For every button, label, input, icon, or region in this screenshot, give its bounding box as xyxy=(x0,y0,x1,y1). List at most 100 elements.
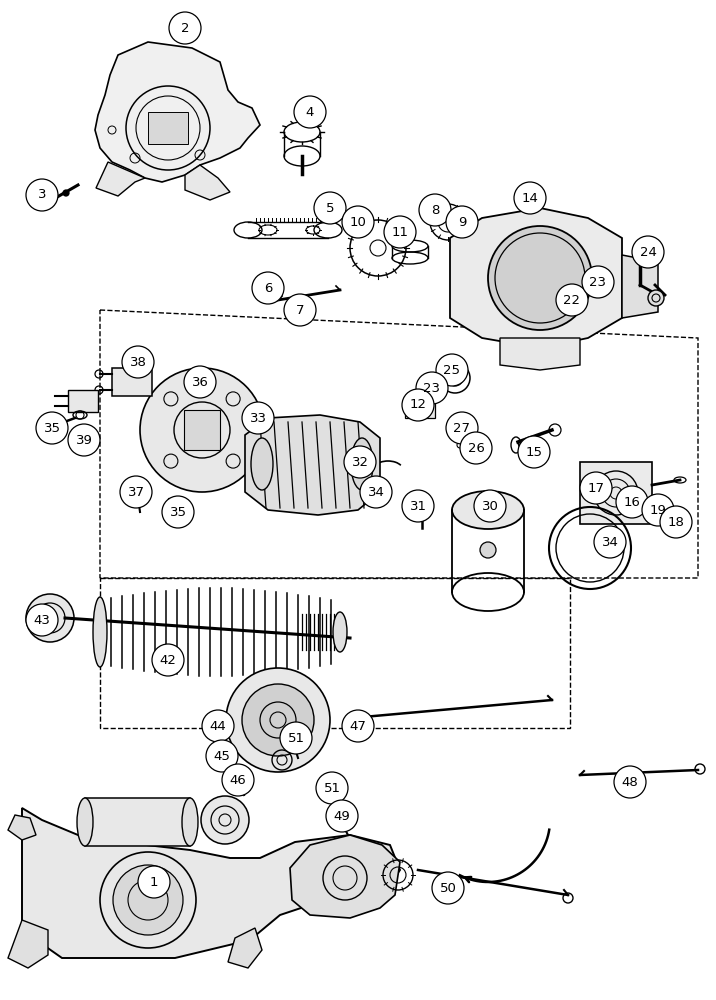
Circle shape xyxy=(202,710,234,742)
Polygon shape xyxy=(185,165,230,200)
Text: 51: 51 xyxy=(324,782,341,794)
Circle shape xyxy=(342,206,374,238)
Circle shape xyxy=(284,294,316,326)
Circle shape xyxy=(488,226,592,330)
Circle shape xyxy=(162,496,194,528)
Circle shape xyxy=(242,684,314,756)
Circle shape xyxy=(360,476,392,508)
Text: 43: 43 xyxy=(34,613,50,626)
Circle shape xyxy=(460,432,492,464)
Text: 51: 51 xyxy=(288,732,304,744)
Text: 2: 2 xyxy=(180,21,189,34)
Circle shape xyxy=(514,182,546,214)
Circle shape xyxy=(432,872,464,904)
Polygon shape xyxy=(8,815,36,840)
Circle shape xyxy=(138,866,170,898)
Circle shape xyxy=(642,494,674,526)
Polygon shape xyxy=(622,255,658,318)
Circle shape xyxy=(446,206,478,238)
Circle shape xyxy=(648,290,664,306)
Circle shape xyxy=(474,490,506,522)
Circle shape xyxy=(632,236,664,268)
Polygon shape xyxy=(228,928,262,968)
Text: 48: 48 xyxy=(621,776,639,788)
Circle shape xyxy=(280,722,312,754)
Text: 38: 38 xyxy=(130,356,147,368)
Text: 47: 47 xyxy=(349,720,367,732)
Circle shape xyxy=(113,865,183,935)
Circle shape xyxy=(252,272,284,304)
Ellipse shape xyxy=(452,491,524,529)
Ellipse shape xyxy=(182,798,198,846)
Circle shape xyxy=(63,190,69,196)
Text: 15: 15 xyxy=(526,446,543,458)
Text: 24: 24 xyxy=(639,245,657,258)
Text: 33: 33 xyxy=(249,412,266,424)
Text: 50: 50 xyxy=(440,882,456,894)
Circle shape xyxy=(26,594,74,642)
Circle shape xyxy=(201,796,249,844)
Circle shape xyxy=(594,526,626,558)
Circle shape xyxy=(326,800,358,832)
Polygon shape xyxy=(405,402,435,418)
Polygon shape xyxy=(245,415,380,515)
Circle shape xyxy=(26,179,58,211)
Text: 3: 3 xyxy=(38,188,47,202)
Circle shape xyxy=(242,402,274,434)
Text: 39: 39 xyxy=(76,434,92,446)
Circle shape xyxy=(120,476,152,508)
Polygon shape xyxy=(148,112,188,144)
Polygon shape xyxy=(95,42,260,182)
Circle shape xyxy=(344,446,376,478)
Bar xyxy=(112,368,152,396)
Text: 36: 36 xyxy=(192,375,208,388)
Circle shape xyxy=(446,412,478,444)
Circle shape xyxy=(294,96,326,128)
Circle shape xyxy=(342,710,374,742)
Text: 26: 26 xyxy=(468,442,485,454)
Text: 7: 7 xyxy=(296,304,304,316)
Text: 25: 25 xyxy=(443,363,460,376)
Circle shape xyxy=(436,354,468,386)
Text: 35: 35 xyxy=(44,422,60,434)
Text: 37: 37 xyxy=(127,486,145,498)
Polygon shape xyxy=(450,208,622,348)
Text: 30: 30 xyxy=(482,499,498,512)
Circle shape xyxy=(316,772,348,804)
Text: 34: 34 xyxy=(367,486,384,498)
Ellipse shape xyxy=(351,438,373,490)
Text: 17: 17 xyxy=(588,482,604,494)
Text: 44: 44 xyxy=(210,720,226,732)
Ellipse shape xyxy=(251,438,273,490)
Circle shape xyxy=(152,644,184,676)
Circle shape xyxy=(582,266,614,298)
Text: 9: 9 xyxy=(458,216,466,229)
Ellipse shape xyxy=(93,597,107,667)
Ellipse shape xyxy=(77,798,93,846)
Circle shape xyxy=(314,192,346,224)
Text: 23: 23 xyxy=(589,275,606,288)
Polygon shape xyxy=(500,338,580,370)
Circle shape xyxy=(518,436,550,468)
Circle shape xyxy=(402,389,434,421)
Polygon shape xyxy=(96,162,145,196)
Polygon shape xyxy=(290,835,400,918)
Circle shape xyxy=(419,194,451,226)
Circle shape xyxy=(222,764,254,796)
Text: 45: 45 xyxy=(213,750,231,762)
Circle shape xyxy=(416,372,448,404)
Circle shape xyxy=(480,542,496,558)
Circle shape xyxy=(140,368,264,492)
Circle shape xyxy=(402,490,434,522)
Ellipse shape xyxy=(333,612,347,652)
Text: 12: 12 xyxy=(410,398,427,412)
Text: 27: 27 xyxy=(453,422,470,434)
Text: 16: 16 xyxy=(624,495,640,508)
Circle shape xyxy=(122,346,154,378)
Circle shape xyxy=(260,273,270,283)
Text: 35: 35 xyxy=(170,506,186,518)
Polygon shape xyxy=(22,808,400,958)
Circle shape xyxy=(169,12,201,44)
Circle shape xyxy=(206,740,238,772)
Circle shape xyxy=(226,668,330,772)
